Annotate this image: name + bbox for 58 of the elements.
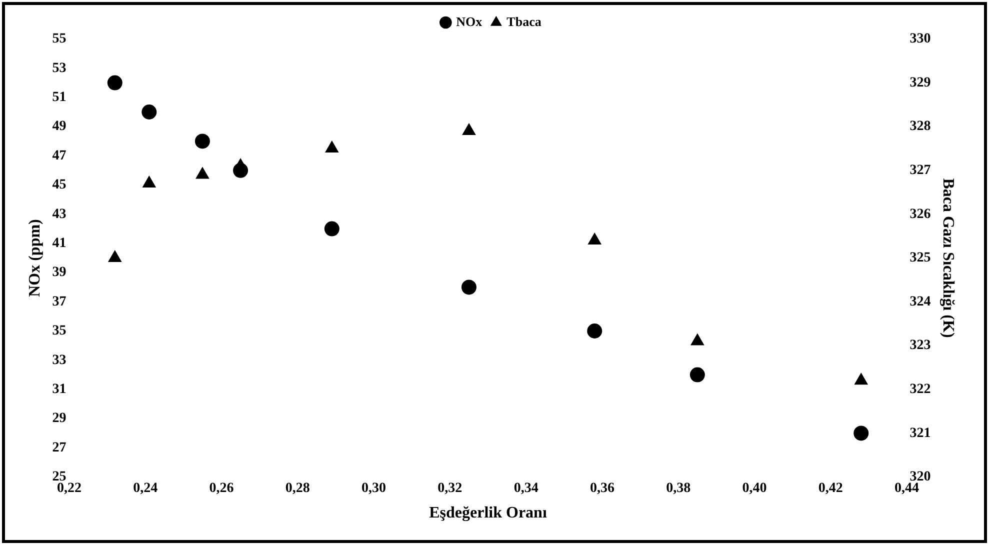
y-tick-label: 29 bbox=[52, 411, 66, 426]
x-tick-label: 0,32 bbox=[438, 481, 462, 496]
x-tick-label: 0,36 bbox=[590, 481, 614, 496]
y-tick-label: 41 bbox=[52, 236, 66, 252]
x-tick-label: 0,30 bbox=[362, 481, 386, 496]
y2-tick-label: 325 bbox=[910, 250, 931, 266]
x-tick-label: 0,22 bbox=[56, 481, 82, 496]
point bbox=[108, 250, 122, 262]
point bbox=[462, 123, 476, 135]
point bbox=[196, 167, 210, 179]
y-tick-label: 43 bbox=[52, 206, 66, 222]
y-tick-label: 49 bbox=[52, 119, 66, 134]
legend-label: NOx bbox=[456, 14, 483, 29]
point bbox=[690, 367, 705, 382]
y-tick-label: 35 bbox=[52, 324, 66, 339]
y-tick-label: 27 bbox=[52, 440, 66, 456]
point bbox=[854, 373, 868, 385]
x-tick-label: 0,24 bbox=[133, 481, 158, 496]
x-tick-label: 0,42 bbox=[818, 481, 843, 496]
x-axis-title: Eşdeğerlik Oranı bbox=[429, 504, 548, 522]
point bbox=[107, 75, 122, 90]
y-tick-label: 37 bbox=[52, 294, 66, 310]
point bbox=[588, 232, 602, 244]
point bbox=[325, 141, 338, 152]
point bbox=[690, 334, 704, 346]
y2-tick-label: 330 bbox=[910, 32, 931, 47]
point bbox=[461, 280, 476, 295]
point bbox=[324, 221, 340, 236]
x-tick-label: 0,44 bbox=[894, 481, 920, 496]
y-tick-label: 47 bbox=[52, 148, 66, 164]
y-axis-title: NOx (ppm) bbox=[26, 219, 44, 297]
x-tick-label: 0,38 bbox=[666, 481, 691, 496]
point bbox=[854, 426, 869, 441]
y2-tick-label: 321 bbox=[910, 426, 931, 441]
y-tick-label: 31 bbox=[52, 382, 66, 398]
y2-tick-label: 327 bbox=[910, 163, 931, 178]
y2-tick-label: 322 bbox=[910, 382, 931, 398]
y2-tick-label: 329 bbox=[910, 75, 931, 90]
y-tick-label: 45 bbox=[52, 178, 66, 193]
y-tick-label: 55 bbox=[52, 32, 66, 47]
y-tick-label: 53 bbox=[52, 60, 66, 76]
y2-tick-label: 326 bbox=[910, 206, 931, 222]
x-tick-label: 0,26 bbox=[209, 481, 234, 496]
y2-tick-label: 324 bbox=[910, 294, 931, 310]
y2-axis-title: Baca Gazı Sıcaklığı (K) bbox=[939, 178, 956, 338]
y-tick-label: 39 bbox=[52, 265, 66, 280]
y2-tick-label: 328 bbox=[910, 119, 931, 134]
x-tick-label: 0,28 bbox=[285, 481, 310, 496]
y-tick-label: 51 bbox=[52, 90, 66, 106]
point bbox=[587, 324, 602, 338]
y-tick-label: 33 bbox=[52, 352, 66, 368]
x-tick-label: 0,34 bbox=[514, 481, 538, 496]
x-tick-label: 0,40 bbox=[742, 481, 767, 496]
point bbox=[142, 176, 156, 188]
point bbox=[194, 134, 210, 149]
y2-tick-label: 323 bbox=[910, 338, 931, 354]
legend-label: Tbaca bbox=[506, 14, 542, 29]
point bbox=[142, 104, 157, 120]
